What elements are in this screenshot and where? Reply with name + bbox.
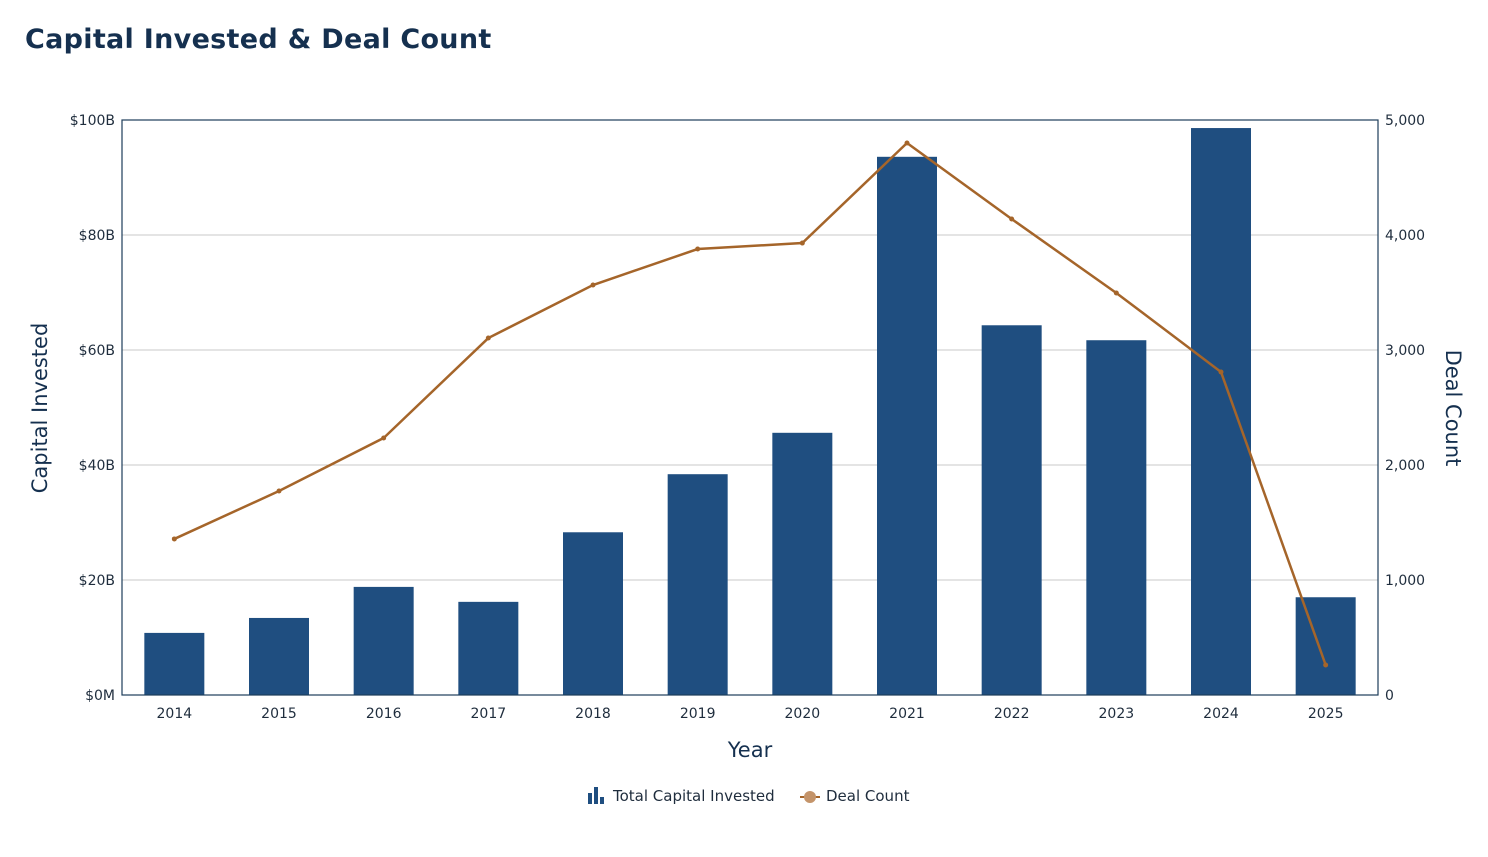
x-tick-label: 2020 [785,706,821,722]
deal-count-point-2020[interactable] [799,240,805,246]
bar-2015[interactable] [249,617,309,695]
y-right-tick-label: 4,000 [1385,228,1425,244]
y-left-tick-label: $80B [79,228,115,244]
deal-count-point-2023[interactable] [1113,290,1119,296]
deal-count-point-2016[interactable] [381,435,387,441]
bar-2017[interactable] [458,601,519,695]
x-tick-label: 2021 [889,706,925,722]
bar-2023[interactable] [1086,340,1147,695]
x-axis-title: Year [727,738,773,762]
deal-count-point-2025[interactable] [1323,662,1329,668]
bar-2021[interactable] [877,156,937,696]
bar-2019[interactable] [667,474,728,695]
deal-count-point-2019[interactable] [695,246,701,252]
legend-item-deal-count[interactable]: Deal Count [800,787,910,805]
bar-2018[interactable] [563,532,623,695]
legend-label-capital: Total Capital Invested [612,787,775,805]
bar-2020[interactable] [772,432,833,695]
x-tick-label: 2025 [1308,706,1344,722]
deal-count-point-2014[interactable] [171,536,177,542]
x-tick-label: 2023 [1099,706,1135,722]
y-right-tick-label: 3,000 [1385,343,1425,359]
y-right-tick-label: 2,000 [1385,458,1425,474]
x-tick-label: 2015 [261,706,297,722]
bar-chart-icon [588,787,604,804]
bar-2016[interactable] [353,586,414,695]
deal-count-point-2024[interactable] [1218,369,1224,375]
bar-2014[interactable] [144,632,205,695]
x-tick-label: 2022 [994,706,1030,722]
x-tick-label: 2014 [157,706,193,722]
deal-count-line [173,141,1327,666]
legend: Total Capital Invested Deal Count [588,787,910,805]
deal-count-point-2017[interactable] [485,335,491,341]
x-tick-label: 2024 [1203,706,1239,722]
x-tick-label: 2018 [575,706,611,722]
deal-count-point-2021[interactable] [904,140,910,146]
plot-frame [121,119,1379,696]
deal-count-point-2018[interactable] [590,282,596,288]
y-axis-left-title: Capital Invested [28,323,52,494]
legend-label-deal-count: Deal Count [826,787,910,805]
y-axis-right-title: Deal Count [1441,350,1465,467]
deal-count-point-2022[interactable] [1009,216,1015,222]
y-left-tick-label: $100B [70,113,115,129]
y-left-tick-label: $0M [85,688,115,704]
deal-count-point-2015[interactable] [276,488,282,494]
x-tick-label: 2017 [471,706,507,722]
y-left-tick-label: $60B [79,343,115,359]
bar-2025[interactable] [1295,597,1356,695]
bar-2022[interactable] [981,325,1042,695]
x-tick-label: 2016 [366,706,402,722]
y-right-tick-label: 1,000 [1385,573,1425,589]
y-left-tick-label: $20B [79,573,115,589]
chart-title: Capital Invested & Deal Count [25,24,492,55]
x-tick-label: 2019 [680,706,716,722]
bar-2024[interactable] [1191,128,1251,696]
y-right-tick-label: 0 [1385,688,1394,704]
y-right-tick-label: 5,000 [1385,113,1425,129]
y-left-tick-label: $40B [79,458,115,474]
legend-item-capital[interactable]: Total Capital Invested [588,787,775,805]
line-marker-icon [800,791,820,803]
